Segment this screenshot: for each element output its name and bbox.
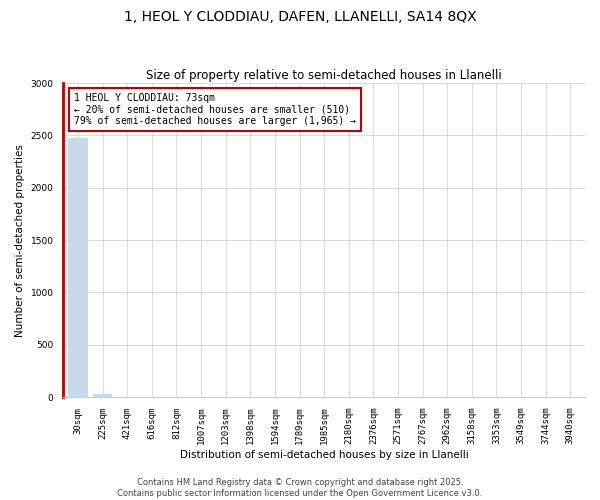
Text: Contains HM Land Registry data © Crown copyright and database right 2025.
Contai: Contains HM Land Registry data © Crown c… <box>118 478 482 498</box>
Y-axis label: Number of semi-detached properties: Number of semi-detached properties <box>15 144 25 336</box>
X-axis label: Distribution of semi-detached houses by size in Llanelli: Distribution of semi-detached houses by … <box>180 450 469 460</box>
Bar <box>68 138 88 397</box>
Bar <box>93 394 112 397</box>
Title: Size of property relative to semi-detached houses in Llanelli: Size of property relative to semi-detach… <box>146 69 502 82</box>
Text: 1 HEOL Y CLODDIAU: 73sqm
← 20% of semi-detached houses are smaller (510)
79% of : 1 HEOL Y CLODDIAU: 73sqm ← 20% of semi-d… <box>74 92 356 126</box>
Bar <box>118 396 137 397</box>
Text: 1, HEOL Y CLODDIAU, DAFEN, LLANELLI, SA14 8QX: 1, HEOL Y CLODDIAU, DAFEN, LLANELLI, SA1… <box>124 10 476 24</box>
